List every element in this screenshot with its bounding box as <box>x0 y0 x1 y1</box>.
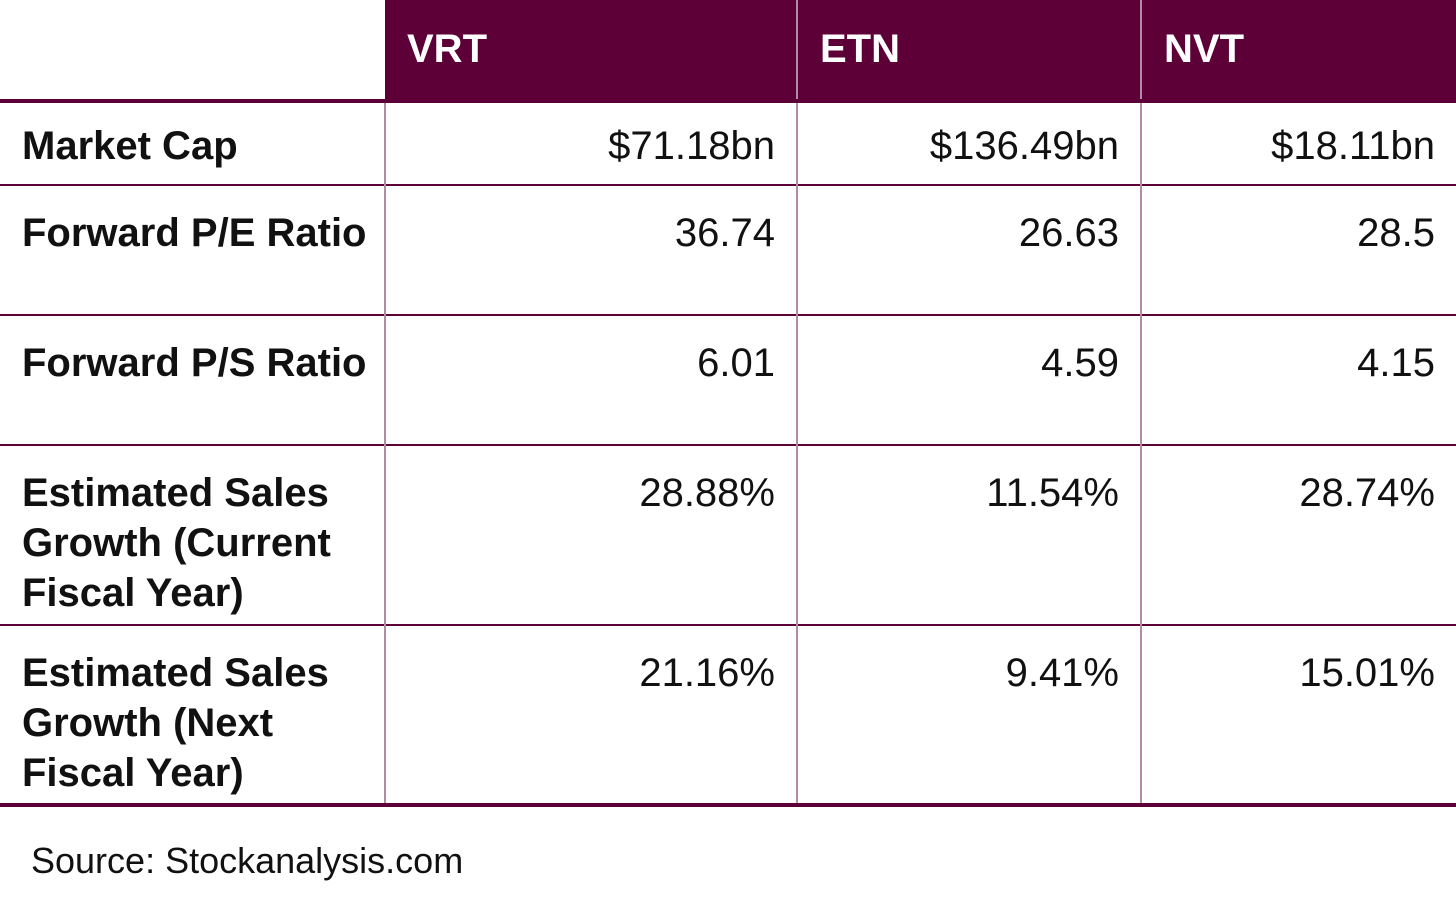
table-row: Estimated Sales Growth (Next Fiscal Year… <box>0 624 1456 807</box>
cell-value-vrt: $71.18bn <box>384 100 797 185</box>
row-label: Estimated Sales Growth (Current Fiscal Y… <box>0 444 385 625</box>
cell-value-etn: 26.63 <box>796 184 1141 315</box>
cell-value-nvt: 28.74% <box>1140 444 1456 625</box>
table-row: Estimated Sales Growth (Current Fiscal Y… <box>0 444 1456 625</box>
cell-value-etn: 11.54% <box>796 444 1141 625</box>
row-label: Forward P/S Ratio <box>0 314 385 445</box>
cell-value-vrt: 28.88% <box>384 444 797 625</box>
header-ticker-nvt: NVT <box>1140 0 1456 103</box>
cell-value-nvt: 28.5 <box>1140 184 1456 315</box>
table-row: Market Cap $71.18bn $136.49bn $18.11bn <box>0 100 1456 185</box>
header-ticker-etn: ETN <box>796 0 1141 103</box>
comparison-table: VRT ETN NVT Market Cap $71.18bn $136.49b… <box>0 0 1456 807</box>
cell-value-nvt: 15.01% <box>1140 624 1456 807</box>
cell-value-etn: 9.41% <box>796 624 1141 807</box>
cell-value-nvt: $18.11bn <box>1140 100 1456 185</box>
cell-value-vrt: 36.74 <box>384 184 797 315</box>
cell-value-etn: 4.59 <box>796 314 1141 445</box>
header-ticker-vrt: VRT <box>385 0 797 103</box>
header-corner-cell <box>0 0 385 103</box>
row-label: Forward P/E Ratio <box>0 184 385 315</box>
row-label: Market Cap <box>0 100 385 185</box>
row-label: Estimated Sales Growth (Next Fiscal Year… <box>0 624 385 807</box>
cell-value-vrt: 6.01 <box>384 314 797 445</box>
cell-value-nvt: 4.15 <box>1140 314 1456 445</box>
header-row: VRT ETN NVT <box>0 0 1456 103</box>
cell-value-etn: $136.49bn <box>796 100 1141 185</box>
cell-value-vrt: 21.16% <box>384 624 797 807</box>
source-note: Source: Stockanalysis.com <box>31 840 464 881</box>
table-row: Forward P/E Ratio 36.74 26.63 28.5 <box>0 184 1456 315</box>
table-row: Forward P/S Ratio 6.01 4.59 4.15 <box>0 314 1456 445</box>
